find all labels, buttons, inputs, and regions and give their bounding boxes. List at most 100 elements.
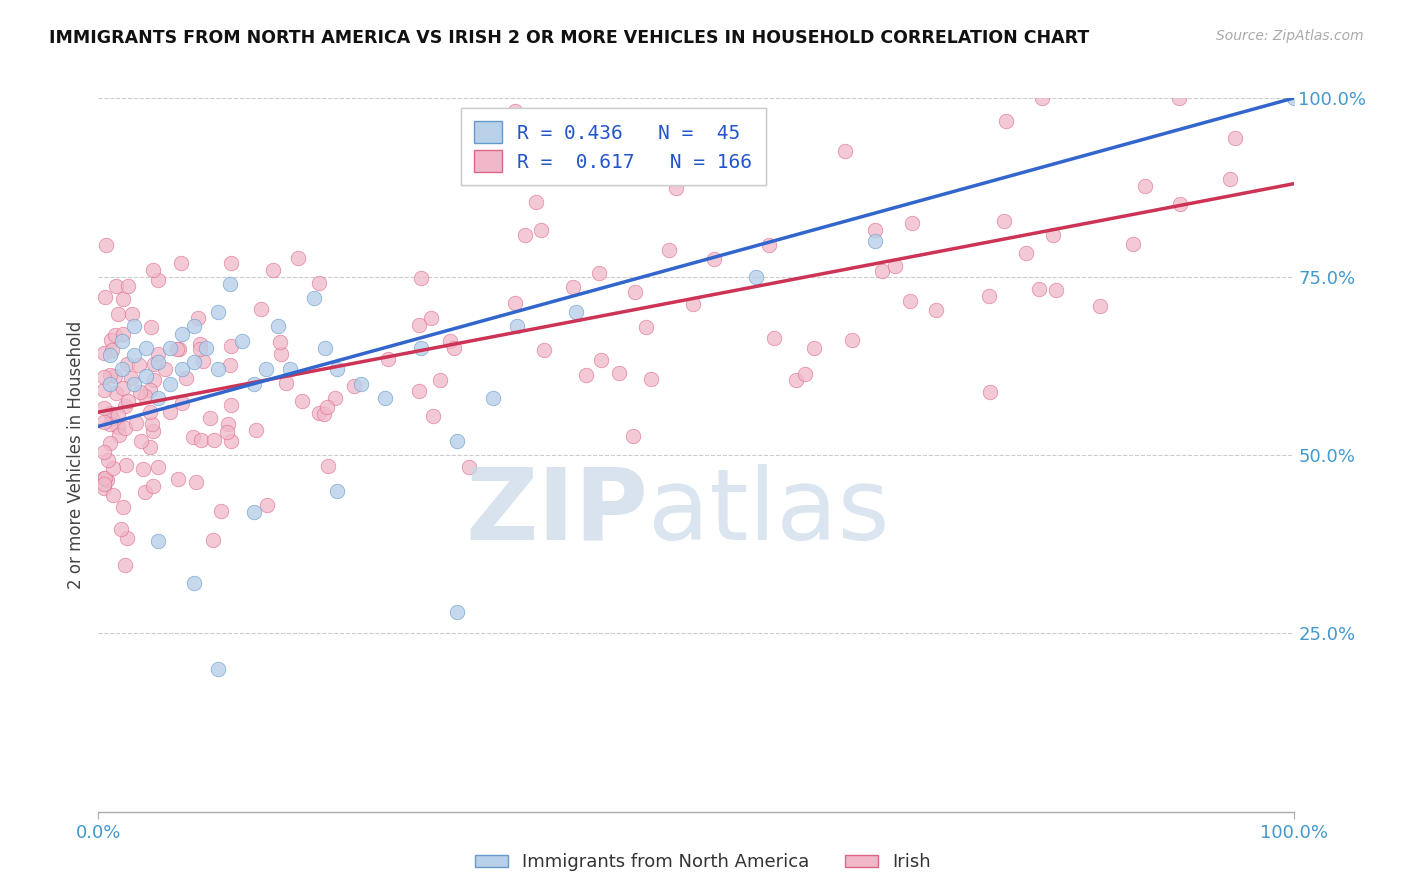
Point [243,376,266,391]
Point [148,391,170,405]
Point [342,379,364,393]
Point [219,277,242,291]
Point [135,341,157,355]
Point [207,305,229,319]
Point [188,342,211,356]
Point [658,243,681,257]
Point [159,376,181,391]
Point [863,223,886,237]
Point [93,370,115,384]
Point [190,433,212,447]
Point [316,459,339,474]
Point [993,214,1015,228]
Point [93,383,115,397]
Point [377,351,399,366]
Point [148,346,170,360]
Point [287,251,309,265]
Point [995,114,1018,128]
Point [103,488,125,502]
Point [111,362,134,376]
Point [256,499,278,513]
Point [420,310,443,325]
Point [183,355,205,369]
Point [457,460,479,475]
Point [142,424,165,438]
Point [107,307,129,321]
Point [167,472,190,486]
Point [267,319,290,334]
Point [146,272,169,286]
Point [794,367,817,381]
Point [134,389,156,403]
Point [925,303,948,318]
Point [134,485,156,500]
Point [326,483,349,498]
Point [207,662,229,676]
Point [115,458,138,472]
Point [607,366,630,380]
Point [803,341,825,355]
Point [758,238,780,252]
Point [93,415,115,429]
Point [98,368,121,383]
Point [219,434,242,448]
Point [665,181,688,195]
Point [159,341,181,355]
Point [316,400,339,414]
Point [141,417,163,431]
Point [217,417,239,432]
Point [188,337,211,351]
Point [1042,228,1064,243]
Point [120,371,142,385]
Point [97,453,120,467]
Point [702,252,724,266]
Point [174,370,197,384]
Point [763,331,786,345]
Point [315,341,337,355]
Point [207,362,229,376]
Point [101,461,124,475]
Point [219,256,242,270]
Point [98,348,122,362]
Point [94,290,117,304]
Point [96,474,118,488]
Text: ZIP: ZIP [465,464,648,560]
Point [128,358,150,372]
Point [1014,245,1036,260]
Point [100,333,122,347]
Point [169,342,191,356]
Point [142,357,165,371]
Point [218,358,240,372]
Point [1088,299,1111,313]
Point [146,459,169,474]
Point [898,293,921,308]
Point [219,338,242,352]
Point [142,479,165,493]
Point [124,319,146,334]
Point [115,531,138,545]
Point [408,384,430,399]
Point [124,376,146,391]
Point [884,259,907,273]
Point [1028,282,1050,296]
Point [139,405,162,419]
Point [104,279,127,293]
Point [977,289,1000,303]
Point [166,342,188,356]
Point [1223,131,1246,145]
Point [446,434,468,448]
Point [624,285,647,299]
Point [135,369,157,384]
Point [446,605,468,619]
Point [101,343,124,357]
Point [254,362,277,376]
Point [278,362,301,376]
Point [1031,91,1053,105]
Point [900,216,922,230]
Point [374,391,396,405]
Text: IMMIGRANTS FROM NORTH AMERICA VS IRISH 2 OR MORE VEHICLES IN HOUSEHOLD CORRELATI: IMMIGRANTS FROM NORTH AMERICA VS IRISH 2… [49,29,1090,46]
Point [121,307,143,321]
Point [94,471,117,485]
Point [243,505,266,519]
Point [139,384,162,398]
